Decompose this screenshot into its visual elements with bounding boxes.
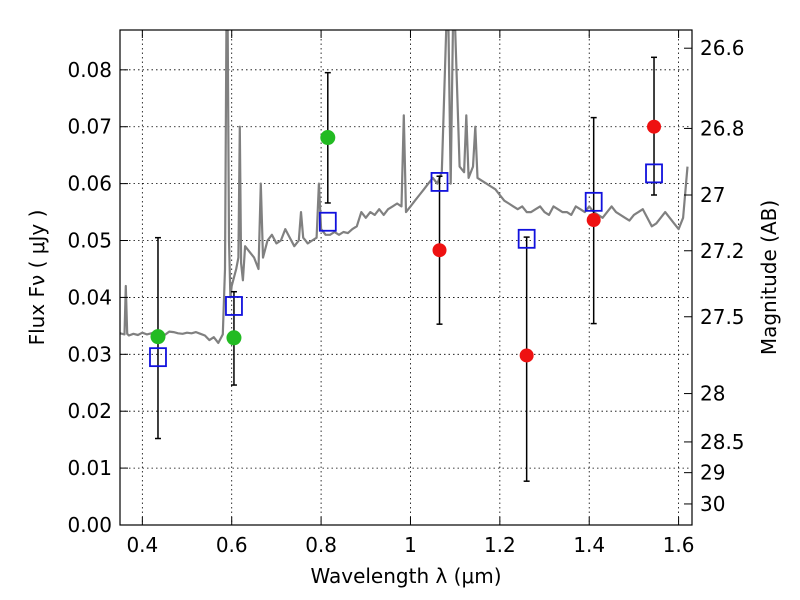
red-point-marker	[647, 119, 662, 134]
y2-tick-label: 27.2	[700, 239, 745, 263]
green-point-marker	[226, 330, 242, 346]
blue-square-marker	[149, 347, 167, 368]
blue-square-marker	[318, 211, 337, 232]
x-tick-label: 1.4	[573, 533, 605, 557]
green-point-marker	[150, 329, 166, 345]
y-tick-label: 0.06	[67, 172, 112, 196]
y-tick-label: 0.07	[67, 115, 112, 139]
blue-square-marker	[517, 228, 536, 249]
x-tick-label: 0.8	[305, 533, 337, 557]
axis-ticks: 0.4 0.6 0.8 1 1.2 1.4 1.6 0.00 0.01 0.02 0.03 0.04 0…	[67, 30, 745, 557]
x-tick-label: 1.6	[663, 533, 695, 557]
y2-tick-label: 30	[700, 492, 725, 516]
y-tick-label: 0.04	[67, 285, 112, 309]
red-point-marker	[519, 348, 534, 363]
blue-square-marker	[584, 191, 603, 212]
plot-area	[120, 30, 689, 482]
y-tick-label: 0.00	[67, 513, 112, 537]
blue-square-marker	[430, 172, 449, 192]
blue-square-marker	[645, 163, 663, 184]
y-tick-label: 0.05	[67, 229, 112, 253]
y2-tick-label: 27	[700, 183, 725, 207]
y2-tick-label: 28	[700, 382, 725, 406]
x-tick-label: 0.4	[126, 533, 158, 557]
spectrum-line	[120, 30, 689, 344]
red-point-marker	[586, 213, 601, 228]
grid-lines	[120, 30, 692, 526]
x-tick-label: 0.6	[216, 533, 248, 557]
plot-frame	[119, 29, 693, 526]
y-tick-label: 0.02	[67, 399, 112, 423]
y-tick-label: 0.08	[67, 58, 112, 82]
green-point-marker	[320, 130, 336, 146]
y2-axis-title: Magnitude (AB)	[757, 200, 781, 355]
x-axis-title: Wavelength λ (μm)	[310, 564, 501, 588]
red-point-marker	[432, 243, 447, 258]
y-tick-label: 0.03	[67, 342, 112, 366]
y-axis-title: Flux Fν ( μJy )	[25, 210, 49, 346]
y2-tick-label: 29	[700, 461, 725, 485]
blue-square-marker	[225, 296, 243, 316]
x-tick-label: 1.2	[484, 533, 516, 557]
y2-tick-label: 26.8	[700, 116, 745, 140]
y2-tick-label: 28.5	[700, 430, 745, 454]
y2-tick-label: 26.6	[700, 36, 745, 60]
y-tick-label: 0.01	[67, 456, 112, 480]
y2-tick-label: 27.5	[700, 305, 745, 329]
x-tick-label: 1	[404, 533, 417, 557]
